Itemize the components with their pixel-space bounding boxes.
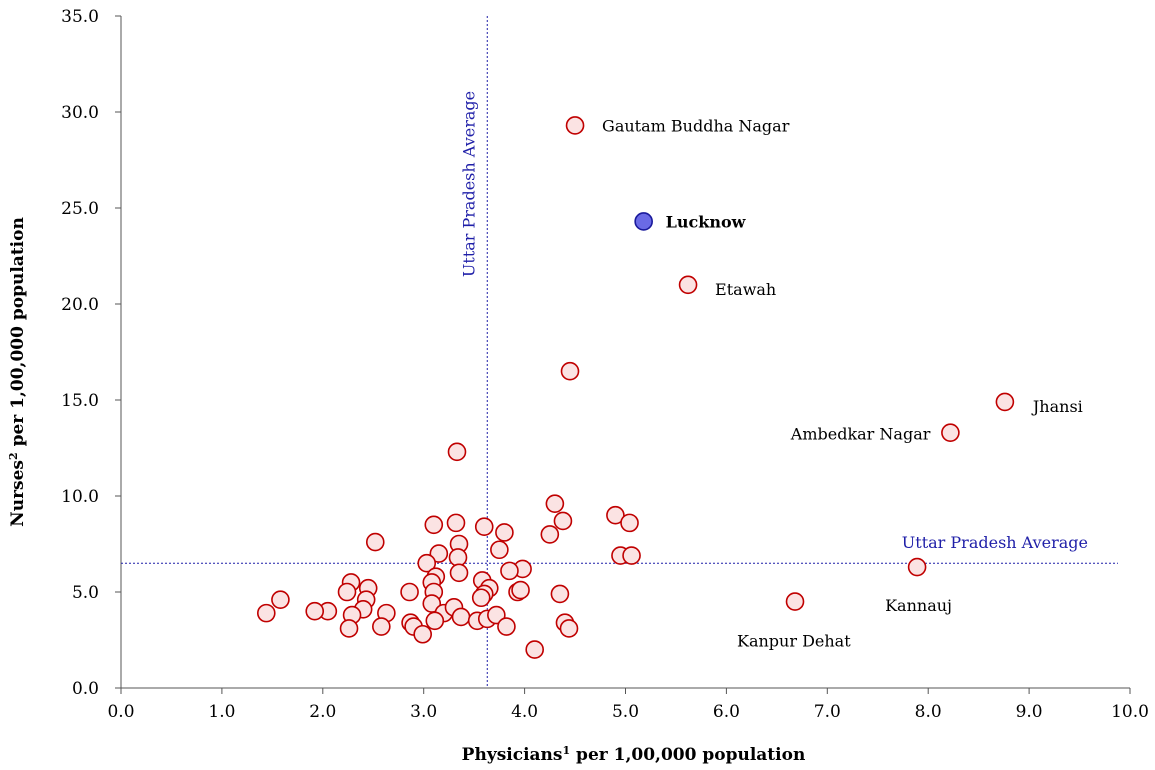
x-tick-label: 1.0 — [208, 702, 235, 722]
highlighted-point — [634, 212, 653, 231]
y-axis-title: Nurses2 per 1,00,000 population — [7, 217, 29, 527]
data-point — [256, 603, 276, 623]
y-tick-label: 30.0 — [61, 103, 99, 123]
data-point — [606, 505, 625, 525]
data-point — [271, 590, 290, 609]
labeled-point — [565, 116, 585, 135]
x-tick-label: 5.0 — [612, 702, 639, 722]
x-axis-title: Physicians1 per 1,00,000 population — [462, 744, 806, 766]
data-point — [511, 580, 530, 600]
data-point — [424, 515, 444, 535]
labeled-point — [678, 275, 698, 295]
labeled-point — [941, 423, 960, 442]
data-point — [451, 607, 471, 627]
point-label: Etawah — [715, 280, 776, 299]
x-tick-label: 9.0 — [1016, 702, 1043, 722]
data-point — [497, 617, 516, 636]
data-point — [545, 494, 565, 513]
y-tick-label: 0.0 — [72, 679, 99, 699]
point-label: Kannauj — [885, 596, 952, 615]
x-tick-label: 4.0 — [511, 702, 538, 722]
x-tick-label: 3.0 — [410, 702, 437, 722]
data-point — [339, 619, 359, 638]
x-tick-label: 7.0 — [814, 702, 841, 722]
point-label: Jhansi — [1031, 397, 1083, 416]
data-point — [559, 619, 579, 638]
data-point — [620, 513, 639, 533]
data-point — [550, 584, 570, 604]
data-point — [500, 561, 519, 581]
x-average-label: Uttar Pradesh Average — [459, 91, 478, 277]
data-point — [417, 553, 437, 573]
y-tick-label: 20.0 — [61, 295, 99, 315]
y-tick-label: 10.0 — [61, 487, 99, 507]
data-point — [425, 611, 445, 631]
data-point — [400, 582, 419, 602]
x-tick-label: 8.0 — [915, 702, 942, 722]
data-point — [365, 532, 385, 552]
data-point — [490, 540, 509, 560]
data-point — [446, 513, 466, 533]
data-point — [471, 588, 491, 608]
data-point — [487, 605, 506, 625]
point-label: Gautam Buddha Nagar — [602, 116, 790, 135]
data-point — [447, 442, 467, 462]
data-points — [256, 116, 1015, 659]
y-tick-label: 35.0 — [61, 7, 99, 27]
data-point — [413, 624, 432, 644]
data-point — [305, 601, 325, 621]
y-tick-label: 25.0 — [61, 199, 99, 219]
point-label: Kanpur Dehat — [737, 632, 851, 651]
y-average-label: Uttar Pradesh Average — [902, 533, 1088, 552]
point-labels: Gautam Buddha Nagar Lucknow Etawah Jhansi Am… — [602, 116, 1083, 650]
data-point — [372, 617, 391, 636]
labeled-point — [995, 392, 1015, 412]
data-point — [429, 544, 449, 563]
labeled-point — [907, 557, 927, 577]
tick-labels: 0.0 1.0 2.0 3.0 4.0 5.0 6.0 7.0 8.0 9.0 10.0 0.0 5.0… — [61, 7, 1149, 722]
x-tick-label: 6.0 — [713, 702, 740, 722]
y-tick-label: 5.0 — [72, 583, 99, 603]
data-point — [540, 525, 560, 544]
x-tick-label: 10.0 — [1111, 702, 1149, 722]
y-tick-label: 15.0 — [61, 391, 99, 411]
point-label: Ambedkar Nagar — [790, 425, 931, 444]
data-point — [449, 563, 469, 583]
data-point — [448, 548, 468, 567]
data-point — [525, 640, 544, 659]
data-point — [560, 361, 580, 381]
data-point — [622, 546, 641, 565]
data-point — [337, 582, 357, 602]
point-label: Lucknow — [666, 212, 747, 231]
x-tick-label: 2.0 — [309, 702, 336, 722]
labeled-point — [785, 592, 805, 611]
x-tick-label: 0.0 — [107, 702, 134, 722]
data-point — [474, 517, 494, 537]
data-point — [495, 523, 514, 542]
data-point — [553, 511, 573, 531]
